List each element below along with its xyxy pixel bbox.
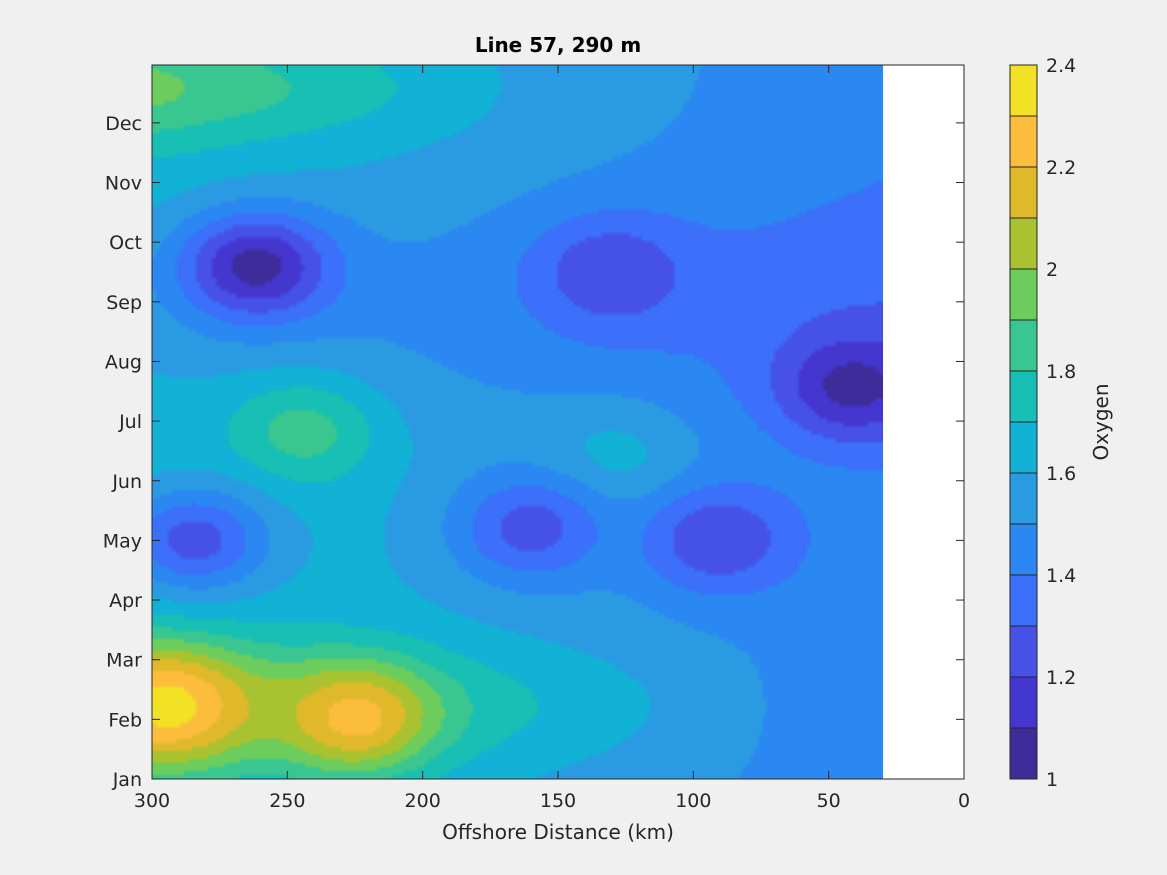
colorbar [1010, 65, 1037, 779]
y-axis: Jan Feb Mar Apr May Jun Jul Aug Sep Oct Nov Dec [103, 113, 964, 791]
x-axis: 300 250 200 150 100 50 0 [134, 65, 970, 812]
x-tick-label: 150 [540, 790, 576, 812]
colorbar-tick-label: 2.4 [1046, 55, 1076, 77]
y-tick-label: Jan [112, 769, 142, 791]
colorbar-tick-label: 1 [1046, 769, 1058, 791]
colorbar-tick-label: 2.2 [1046, 157, 1076, 179]
colorbar-tick-label: 2 [1046, 259, 1058, 281]
colorbar-segment [1010, 422, 1037, 473]
colorbar-tick-label: 1.8 [1046, 361, 1076, 383]
colorbar-segment [1010, 167, 1037, 218]
colorbar-tick-label: 1.4 [1046, 565, 1076, 587]
y-tick-label: May [103, 530, 142, 552]
colorbar-axis: 1 1.2 1.4 1.6 1.8 2 2.2 2.4 [1010, 55, 1076, 791]
y-tick-label: Apr [109, 590, 142, 612]
chart-title: Line 57, 290 m [475, 33, 641, 57]
x-tick-label: 50 [817, 790, 841, 812]
y-tick-label: Oct [109, 232, 142, 254]
colorbar-segment [1010, 626, 1037, 677]
colorbar-label: Oxygen [1089, 383, 1113, 460]
y-tick-label: Mar [106, 650, 142, 672]
x-tick-label: 200 [405, 790, 441, 812]
colorbar-segment [1010, 218, 1037, 269]
x-tick-label: 0 [958, 790, 970, 812]
colorbar-tick-label: 1.2 [1046, 667, 1076, 689]
x-tick-label: 100 [675, 790, 711, 812]
x-axis-label: Offshore Distance (km) [442, 820, 674, 844]
colorbar-segment [1010, 575, 1037, 626]
colorbar-segment [1010, 116, 1037, 167]
contour-image [152, 65, 883, 779]
y-tick-label: Aug [105, 351, 142, 373]
y-tick-label: Sep [106, 292, 142, 314]
colorbar-segment [1010, 371, 1037, 422]
y-tick-label: Nov [105, 173, 142, 195]
colorbar-segment [1010, 65, 1037, 116]
colorbar-segment [1010, 473, 1037, 524]
colorbar-segment [1010, 269, 1037, 320]
colorbar-segment [1010, 524, 1037, 575]
y-tick-label: Jul [118, 411, 142, 433]
colorbar-segment [1010, 728, 1037, 779]
y-tick-label: Jun [111, 471, 142, 493]
x-tick-label: 250 [269, 790, 305, 812]
y-tick-label: Dec [105, 113, 142, 135]
colorbar-tick-label: 1.6 [1046, 463, 1076, 485]
x-tick-label: 300 [134, 790, 170, 812]
colorbar-segment [1010, 320, 1037, 371]
contour-fill [152, 65, 883, 779]
colorbar-segment [1010, 677, 1037, 728]
y-tick-label: Feb [108, 709, 142, 731]
